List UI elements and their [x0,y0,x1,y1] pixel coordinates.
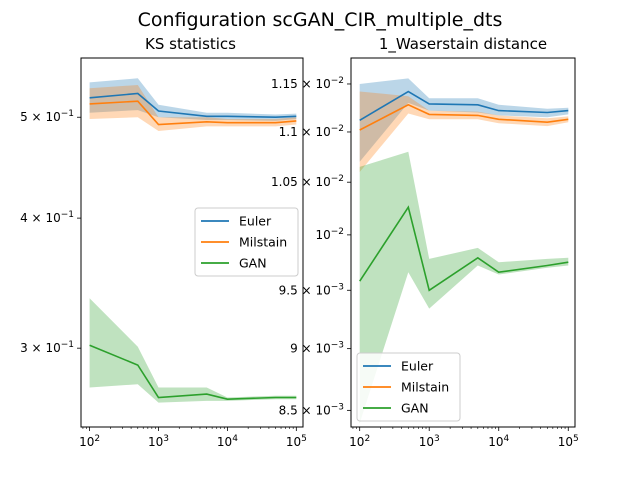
legend-label: Euler [239,214,272,229]
y-tick-label: 4 × 10−1 [20,210,74,225]
legend-box [194,207,299,277]
axes-frame [350,57,576,428]
legend: Euler Milstain GAN [356,352,461,422]
x-axis: 102 103 104 105 [349,427,579,449]
milstain-confidence-band [89,85,297,131]
y-tick-label: 10−2 [315,227,344,242]
panel-title: 1_Waserstain distance [379,35,547,54]
wasserstein-distance-panel: 1_Waserstain distance 102 103 104 105 1.15 ×… [271,35,579,449]
euler-confidence-band [89,78,297,121]
x-tick-label: 105 [286,434,307,449]
legend: Euler Milstain GAN [194,207,299,277]
panel-title: KS statistics [145,35,236,53]
x-tick-label: 103 [419,434,440,449]
ks-statistics-panel: KS statistics 102 103 104 105 5 × 10−1 4 × 10… [20,35,307,449]
y-tick-label: 8.5 × 10−3 [279,402,344,417]
x-tick-label: 103 [148,434,169,449]
euler-series-line [89,92,297,119]
legend-label: GAN [239,256,267,271]
y-tick-label: 3 × 10−1 [20,340,74,355]
x-tick-label: 102 [79,434,100,449]
plot-area [359,78,569,424]
legend-label: Euler [401,359,434,374]
y-tick-label: 1.15 × 10−2 [271,76,344,91]
legend-box [356,352,461,422]
plot-area [89,78,297,403]
y-axis: 5 × 10−1 4 × 10−1 3 × 10−1 [20,109,81,355]
y-tick-label: 5 × 10−1 [20,109,74,124]
legend-label: Milstain [239,235,287,250]
milstain-series-line [359,103,569,131]
x-tick-label: 105 [558,434,579,449]
y-tick-label: 9.5 × 10−3 [279,282,344,297]
milstain-series-line [89,100,297,126]
gan-series-line [359,205,569,292]
legend-label: Milstain [401,380,449,395]
legend-label: GAN [401,401,429,416]
x-tick-label: 104 [217,434,238,449]
y-tick-label: 9 × 10−3 [290,341,344,356]
y-axis: 1.15 × 10−2 1.1 × 10−2 1.05 × 10−2 10−2 9.5 … [271,76,351,417]
x-tick-label: 102 [349,434,370,449]
euler-confidence-band [359,78,569,162]
milstain-confidence-band [359,91,569,172]
figure-title: Configuration scGAN_CIR_multiple_dts [138,9,503,31]
gan-series-line [89,344,297,401]
euler-series-line [359,90,569,121]
y-tick-label: 1.05 × 10−2 [271,174,344,189]
gan-confidence-band [89,298,297,403]
axes-frame [80,57,304,428]
x-axis: 102 103 104 105 [79,427,307,449]
y-tick-label: 1.1 × 10−2 [279,124,344,139]
x-tick-label: 104 [488,434,509,449]
